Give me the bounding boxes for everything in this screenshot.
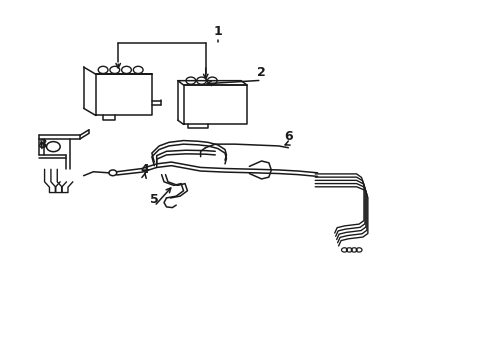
Text: 6: 6 [284,130,292,144]
Text: 5: 5 [150,193,158,206]
Text: 1: 1 [213,25,222,38]
Text: 2: 2 [257,66,265,79]
Text: 4: 4 [140,163,149,176]
Text: 3: 3 [38,138,46,150]
